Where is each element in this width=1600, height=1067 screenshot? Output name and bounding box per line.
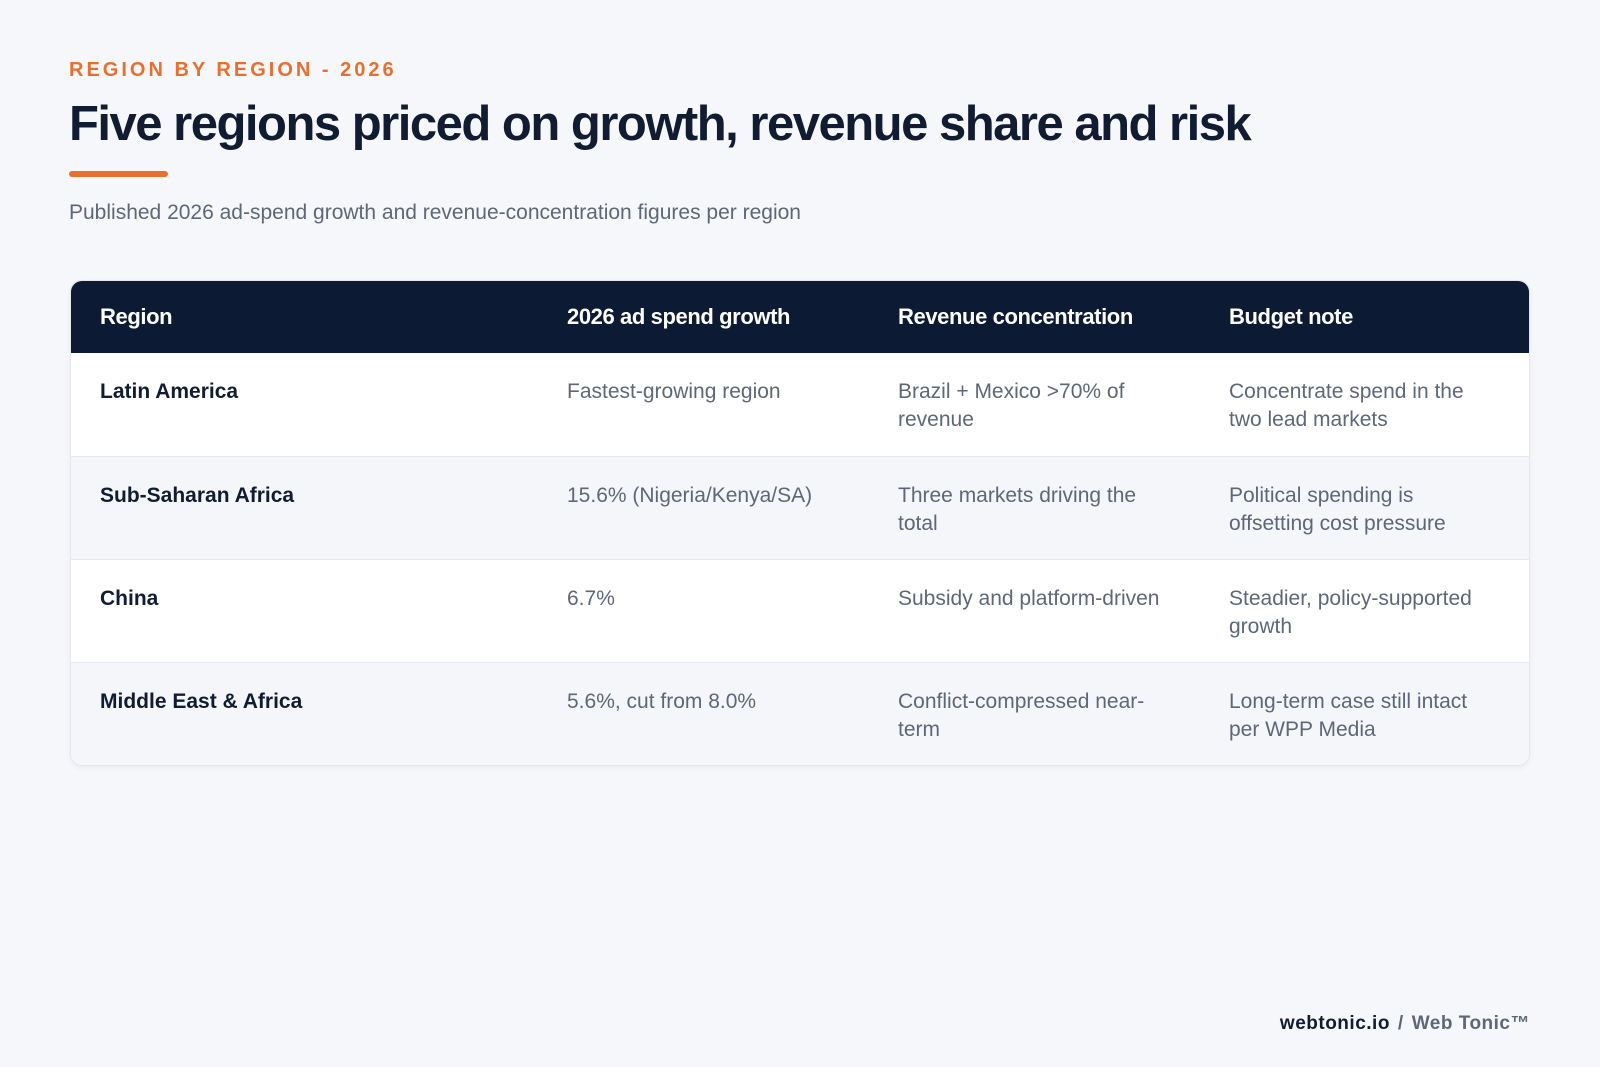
cell-growth: Fastest-growing region	[567, 380, 781, 403]
cell-region: Latin America	[100, 380, 239, 403]
cell-region: Middle East & Africa	[100, 689, 303, 713]
table-row: Latin America Fastest-growing region Bra…	[71, 353, 1529, 456]
eyebrow-label: REGION BY REGION - 2026	[69, 59, 397, 81]
cell-region: Sub-Saharan Africa	[100, 483, 295, 507]
table-row: China 6.7% Subsidy and platform-driven S…	[71, 559, 1529, 662]
cell-concentration: Brazil + Mexico >70% of revenue	[898, 380, 1125, 431]
column-header-budget-note: Budget note	[1229, 304, 1353, 329]
cell-region: China	[100, 586, 159, 610]
cell-growth: 6.7%	[567, 586, 615, 610]
footer-brand: Web Tonic™	[1411, 1013, 1530, 1034]
footer-credit: webtonic.io / Web Tonic™	[1280, 1012, 1530, 1036]
cell-growth: 15.6% (Nigeria/Kenya/SA)	[567, 483, 813, 507]
page-subtitle: Published 2026 ad-spend growth and reven…	[69, 201, 801, 224]
column-header-region: Region	[100, 304, 173, 329]
cell-budget-note: Political spending is offsetting cost pr…	[1229, 483, 1446, 535]
cell-concentration: Three markets driving the total	[898, 483, 1137, 535]
page-title: Five regions priced on growth, revenue s…	[69, 97, 1252, 151]
table-body: Latin America Fastest-growing region Bra…	[71, 353, 1529, 765]
footer-separator: /	[1397, 1013, 1404, 1034]
table-row: Sub-Saharan Africa 15.6% (Nigeria/Kenya/…	[71, 456, 1529, 559]
footer-domain: webtonic.io	[1279, 1013, 1390, 1034]
cell-concentration: Conflict-compressed near-term	[898, 689, 1145, 741]
cell-budget-note: Steadier, policy-supported growth	[1229, 586, 1472, 638]
region-table: Region 2026 ad spend growth Revenue conc…	[71, 281, 1529, 765]
cell-concentration: Subsidy and platform-driven	[898, 586, 1160, 610]
column-header-growth: 2026 ad spend growth	[567, 304, 791, 329]
cell-budget-note: Concentrate spend in the two lead market…	[1229, 380, 1464, 431]
region-table-card: Region 2026 ad spend growth Revenue conc…	[70, 280, 1530, 766]
table-row: Middle East & Africa 5.6%, cut from 8.0%…	[71, 662, 1529, 765]
table-header: Region 2026 ad spend growth Revenue conc…	[71, 281, 1529, 353]
cell-budget-note: Long-term case still intact per WPP Medi…	[1229, 689, 1468, 741]
column-header-concentration: Revenue concentration	[898, 304, 1133, 329]
table-header-row: Region 2026 ad spend growth Revenue conc…	[71, 281, 1529, 353]
cell-growth: 5.6%, cut from 8.0%	[567, 689, 757, 713]
title-accent-bar	[69, 171, 168, 177]
